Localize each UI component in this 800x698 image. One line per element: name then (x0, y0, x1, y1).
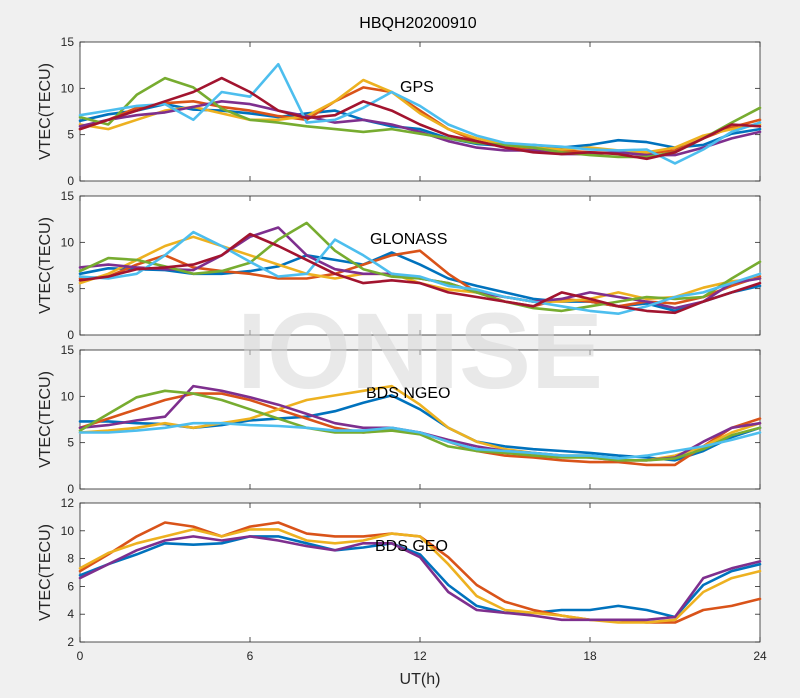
y-tick-label: 8 (67, 552, 74, 566)
y-tick-label: 4 (67, 607, 74, 621)
panel-label: BDS GEO (375, 538, 448, 555)
y-tick-label: 5 (67, 128, 74, 142)
series-line-5 (78, 221, 762, 313)
series-line-6 (78, 421, 762, 460)
series-line-4 (78, 100, 762, 157)
chart-panels: 0 5 10 15 VTEC(TECU) GPS 0 5 10 15 VTEC(TECU) GLONA… (37, 35, 767, 663)
y-tick-label: 5 (67, 436, 74, 450)
series-line-4 (78, 535, 762, 622)
series-line-6 (78, 62, 762, 165)
y-tick-label: 0 (67, 174, 74, 188)
y-axis-title: VTEC(TECU) (37, 63, 54, 160)
y-tick-label: 15 (61, 343, 75, 357)
y-axis-title: VTEC(TECU) (37, 217, 54, 314)
panel-label: GLONASS (370, 231, 447, 248)
x-tick-label: 6 (247, 649, 254, 663)
series-line-7 (78, 76, 762, 161)
panel-3: 0 5 10 15 VTEC(TECU) BDS NGEO (37, 343, 762, 496)
y-axis-title: VTEC(TECU) (37, 524, 54, 621)
y-tick-label: 15 (61, 35, 75, 49)
series-line-5 (78, 76, 762, 159)
y-tick-label: 10 (61, 235, 75, 249)
x-tick-label: 24 (753, 649, 767, 663)
y-tick-label: 10 (61, 81, 75, 95)
y-tick-label: 15 (61, 189, 75, 203)
x-tick-label: 0 (77, 649, 84, 663)
series-line-3 (78, 528, 762, 624)
y-tick-label: 10 (61, 389, 75, 403)
x-tick-label: 18 (583, 649, 597, 663)
y-tick-label: 5 (67, 282, 74, 296)
y-tick-label: 12 (61, 496, 75, 510)
panel-label: BDS NGEO (366, 385, 450, 402)
y-tick-label: 0 (67, 482, 74, 496)
series-line-5 (78, 389, 762, 462)
y-tick-label: 0 (67, 328, 74, 342)
x-axis-title: UT(h) (400, 671, 441, 688)
y-tick-label: 10 (61, 524, 75, 538)
series-line-7 (78, 232, 762, 315)
panel-1: 0 5 10 15 VTEC(TECU) GPS (37, 35, 762, 188)
y-axis-title: VTEC(TECU) (37, 371, 54, 468)
panel-label: GPS (400, 79, 434, 96)
y-tick-label: 6 (67, 579, 74, 593)
x-tick-label: 12 (413, 649, 427, 663)
y-tick-label: 2 (67, 635, 74, 649)
panel-2: 0 5 10 15 VTEC(TECU) GLONASS (37, 189, 762, 342)
series-line-1 (78, 535, 762, 619)
watermark: IONISE (237, 290, 603, 411)
series-line-1 (78, 102, 762, 149)
series-line-6 (78, 230, 762, 316)
chart-title: HBQH20200910 (359, 15, 477, 32)
